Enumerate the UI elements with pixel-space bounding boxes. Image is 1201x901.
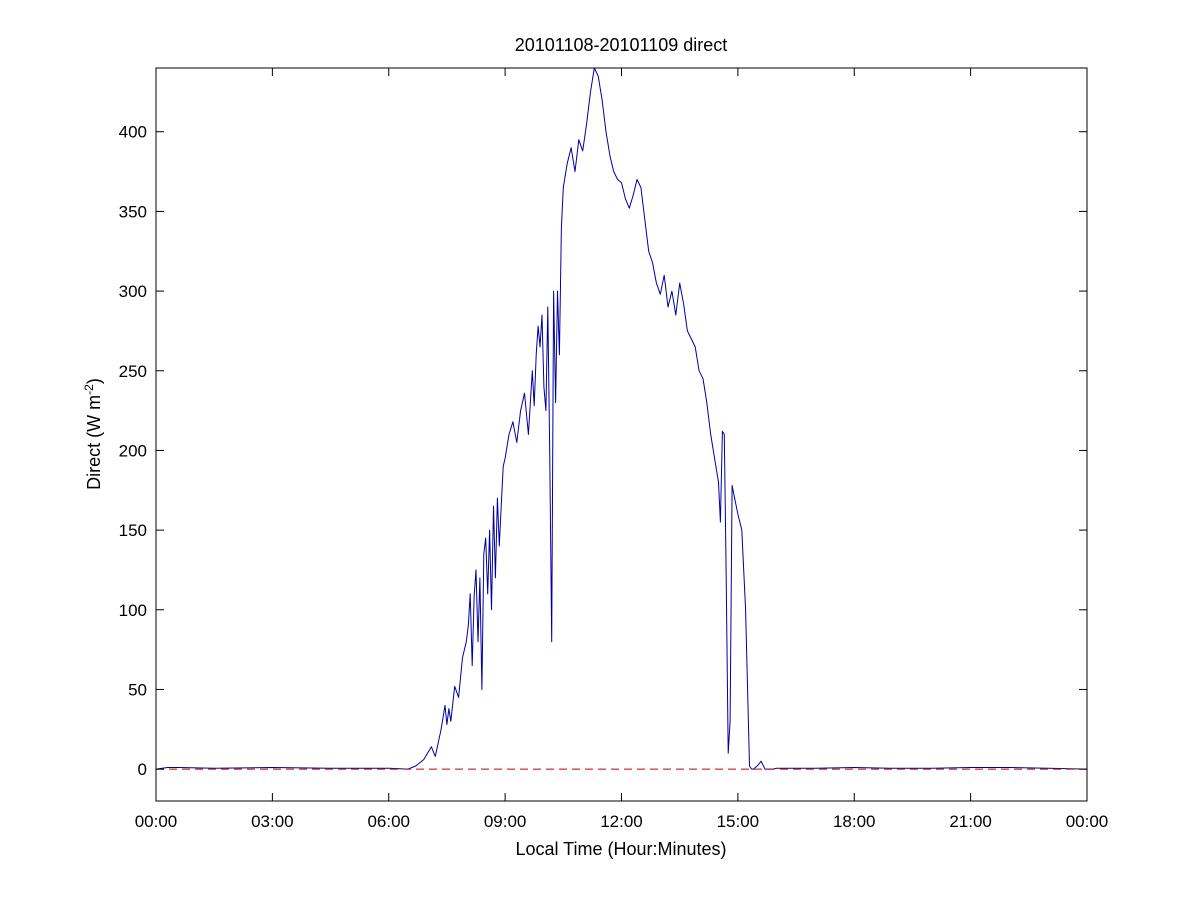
y-axis-label-superscript: -2: [82, 384, 96, 395]
x-tick-label: 09:00: [484, 812, 527, 831]
y-axis-label-close: ): [84, 378, 104, 384]
y-tick-label: 300: [119, 282, 147, 301]
series-layer: [155, 67, 1088, 770]
direct-irradiance-line: [155, 67, 1088, 770]
y-tick-label: 350: [119, 202, 147, 221]
x-tick-label: 00:00: [135, 812, 178, 831]
x-tick-label: 00:00: [1066, 812, 1109, 831]
y-tick-label: 0: [138, 760, 147, 779]
x-tick-label: 12:00: [600, 812, 643, 831]
y-tick-label: 250: [119, 362, 147, 381]
x-tick-label: 06:00: [367, 812, 410, 831]
y-axis-label: Direct (W m-2): [82, 378, 104, 490]
plot-area: [156, 68, 1087, 801]
plot-frame: [155, 67, 1088, 802]
y-tick-label: 50: [128, 680, 147, 699]
x-tick-label: 03:00: [251, 812, 294, 831]
y-tick-label: 400: [119, 123, 147, 142]
chart-title: 20101108-20101109 direct: [515, 35, 728, 55]
x-tick-label: 15:00: [717, 812, 760, 831]
y-tick-label: 100: [119, 601, 147, 620]
x-axis-label: Local Time (Hour:Minutes): [515, 839, 726, 859]
y-axis-label-main: Direct (W m: [84, 395, 104, 490]
y-tick-label: 150: [119, 521, 147, 540]
ticks-layer: 00:00 03:00 06:00 09:00 12:00 15:00 18:00 21:00…: [119, 68, 1109, 831]
x-tick-label: 21:00: [949, 812, 992, 831]
x-tick-label: 18:00: [833, 812, 876, 831]
y-tick-label: 200: [119, 441, 147, 460]
